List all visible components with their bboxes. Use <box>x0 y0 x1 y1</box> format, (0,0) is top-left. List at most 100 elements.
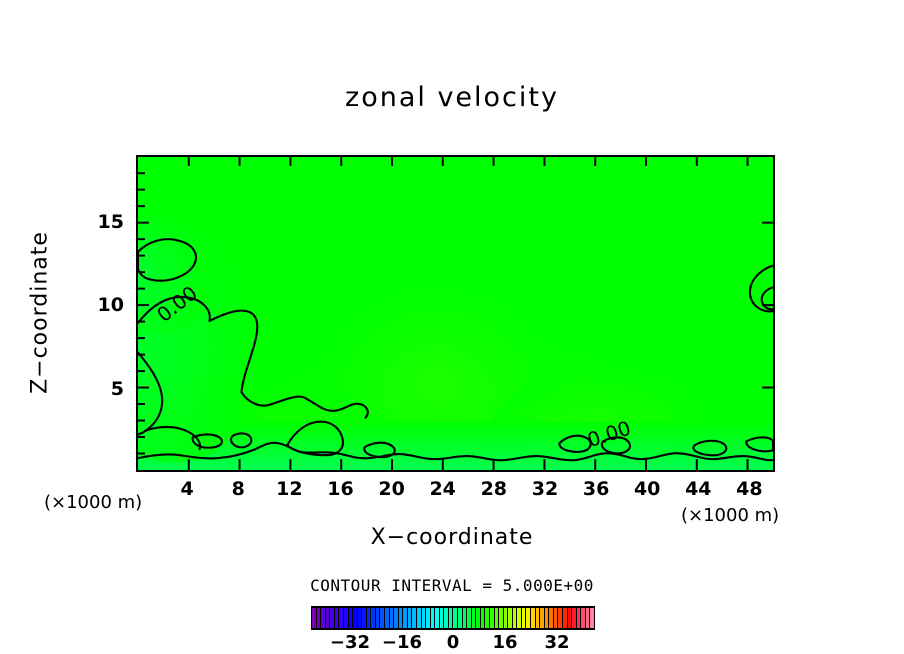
contour-bottom-ragged <box>138 441 773 462</box>
colorbar-tick-label-neg32: −32 <box>329 632 371 653</box>
colorbar-swatches <box>311 606 595 630</box>
xtick-label-20: 20 <box>378 478 405 500</box>
colorbar-cell-45 <box>517 608 521 628</box>
colorbar-cell-13 <box>371 608 375 628</box>
colorbar-cell-55 <box>562 608 567 628</box>
ytick-label-15: 15 <box>97 210 124 233</box>
colorbar-cell-33 <box>462 608 467 628</box>
colorbar-cell-17 <box>389 608 394 628</box>
ytick-marks <box>138 172 149 455</box>
contour-right-edge-loop <box>748 264 773 313</box>
zero-contour-group <box>138 238 773 462</box>
y-axis-label: Z−coordinate <box>27 231 53 394</box>
colorbar-cell-26 <box>430 608 435 628</box>
contour-right-edge-inner <box>760 286 773 311</box>
colorbar-cell-43 <box>508 608 512 628</box>
contour-loop-upper-left <box>138 238 197 282</box>
colorbar-cell-16 <box>385 608 389 628</box>
colorbar-cell-54 <box>558 608 562 628</box>
contour-left-foot <box>144 425 202 451</box>
plot-area: 0.00 0.00 <box>136 155 775 472</box>
colorbar-cell-37 <box>480 608 485 628</box>
colorbar-cell-51 <box>544 608 549 628</box>
contour-cell-b <box>229 432 253 449</box>
colorbar-cell-57 <box>572 608 576 628</box>
colorbar-cell-53 <box>553 608 558 628</box>
x-axis-label: X−coordinate <box>370 525 534 550</box>
colorbar-cell-7 <box>343 608 348 628</box>
colorbar-cell-60 <box>585 608 590 628</box>
colorbar-cell-25 <box>426 608 430 628</box>
colorbar-cell-0 <box>312 608 316 628</box>
page-title: zonal velocity <box>345 82 559 113</box>
field-negative-bottom <box>138 421 773 470</box>
colorbar-cell-5 <box>334 608 339 628</box>
contour-cell-d <box>558 434 592 453</box>
xtick-label-40: 40 <box>633 478 661 500</box>
colorbar-cell-11 <box>362 608 366 628</box>
colorbar-cell-31 <box>453 608 457 628</box>
colorbar-cell-8 <box>348 608 353 628</box>
xtick-label-24: 24 <box>429 478 456 500</box>
ytick-marks-right <box>762 221 773 389</box>
contour-cell-c <box>363 441 396 459</box>
colorbar-cell-24 <box>421 608 426 628</box>
colorbar-cell-42 <box>503 608 508 628</box>
colorbar-cell-28 <box>439 608 444 628</box>
colorbar-cell-12 <box>366 608 371 628</box>
colorbar-cell-3 <box>325 608 330 628</box>
colorbar-tick-label-0: 0 <box>446 632 460 653</box>
xtick-label-36: 36 <box>582 478 610 500</box>
contour-cell-e <box>600 436 631 455</box>
axis-ticks <box>138 157 773 470</box>
contour-left-lower <box>138 351 164 436</box>
colorbar-cell-19 <box>398 608 403 628</box>
ytick-label-5: 5 <box>110 377 124 400</box>
colorbar[interactable] <box>311 606 595 630</box>
colorbar-cell-6 <box>339 608 343 628</box>
colorbar-cell-50 <box>540 608 544 628</box>
contour-interval-caption: CONTOUR INTERVAL = 5.000E+00 <box>310 576 594 595</box>
colorbar-cell-52 <box>549 608 553 628</box>
colorbar-cell-48 <box>531 608 535 628</box>
colorbar-cell-34 <box>467 608 471 628</box>
colorbar-cell-40 <box>494 608 499 628</box>
xtick-label-48: 48 <box>736 478 763 500</box>
colorbar-cell-30 <box>448 608 453 628</box>
colorbar-cell-32 <box>458 608 462 628</box>
x-axis-unit-left: (×1000 m) <box>44 492 143 513</box>
contour-cell-a <box>191 433 223 449</box>
colorbar-cell-47 <box>526 608 530 628</box>
colorbar-cell-22 <box>412 608 416 628</box>
colorbar-cell-1 <box>316 608 321 628</box>
contour-bump-mid <box>286 420 345 457</box>
colorbar-cell-23 <box>416 608 421 628</box>
colorbar-cell-27 <box>435 608 439 628</box>
xtick-label-12: 12 <box>276 478 303 500</box>
colorbar-cell-10 <box>357 608 362 628</box>
colorbar-cell-21 <box>407 608 412 628</box>
colorbar-cell-29 <box>444 608 448 628</box>
x-axis-unit-right: (×1000 m) <box>681 505 780 526</box>
colorbar-cell-58 <box>576 608 581 628</box>
colorbar-cell-2 <box>321 608 325 628</box>
colorbar-cell-39 <box>489 608 494 628</box>
contour-cell-g <box>745 436 773 453</box>
colorbar-cell-46 <box>521 608 526 628</box>
colorbar-tick-label-32: 32 <box>544 632 570 653</box>
colorbar-cell-36 <box>476 608 480 628</box>
xtick-label-44: 44 <box>685 478 712 500</box>
colorbar-cell-20 <box>403 608 407 628</box>
colorbar-cell-9 <box>353 608 357 628</box>
colorbar-cell-44 <box>512 608 517 628</box>
contour-field: 0.00 0.00 <box>138 157 773 470</box>
xtick-label-16: 16 <box>327 478 354 500</box>
ytick-label-10: 10 <box>97 294 124 316</box>
colorbar-tick-label-neg16: −16 <box>381 632 423 653</box>
xtick-label-32: 32 <box>531 478 559 500</box>
xtick-label-8: 8 <box>231 478 245 500</box>
xtick-label-28: 28 <box>480 478 508 500</box>
xtick-marks <box>187 459 749 470</box>
colorbar-cell-56 <box>567 608 572 628</box>
